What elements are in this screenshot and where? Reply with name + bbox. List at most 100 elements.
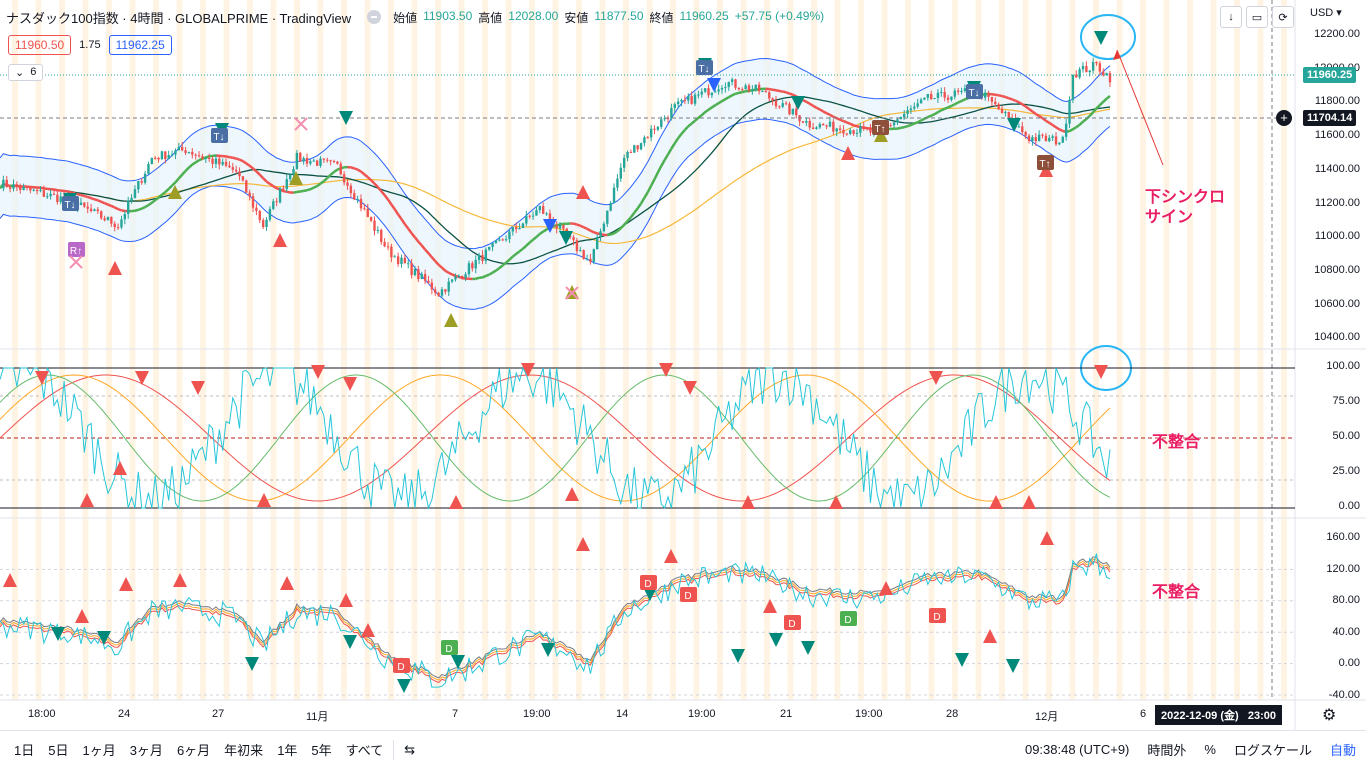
percent-toggle[interactable]: % (1204, 742, 1216, 757)
candle-body (343, 174, 345, 182)
osc2-tag-text: D (397, 662, 404, 673)
candle-body (120, 219, 122, 227)
candle-body (542, 206, 544, 214)
candle-body (613, 188, 615, 203)
trend-line-segment (206, 156, 209, 157)
trend-line-segment (580, 226, 583, 227)
trend-line-segment (594, 232, 597, 233)
candle-body (586, 259, 588, 260)
candle-body (923, 98, 925, 100)
candle-body (56, 195, 58, 202)
candle-body (164, 151, 166, 159)
trend-line-segment (283, 191, 286, 192)
candle-body (701, 92, 703, 95)
trend-line-segment (236, 159, 239, 160)
candle-body (167, 155, 169, 159)
session-label[interactable]: 時間外 (1147, 740, 1186, 759)
add-alert-icon[interactable]: + (1276, 110, 1292, 126)
osc2-trough-marker (397, 679, 411, 693)
candle-body (441, 289, 443, 295)
trend-line-segment (948, 106, 951, 107)
trend-line-segment (935, 112, 938, 114)
buy-button[interactable]: 11962.25 (109, 35, 172, 55)
candle-body (707, 88, 709, 95)
currency-selector[interactable]: USD ▾ (1310, 6, 1342, 19)
candle-body (306, 158, 308, 164)
candle-body (782, 103, 784, 107)
candle-body (997, 104, 999, 109)
trend-line-segment (226, 156, 229, 157)
range-button[interactable]: 5日 (48, 740, 68, 759)
trend-line-segment (294, 192, 297, 193)
candle-body (83, 203, 85, 207)
indicators-toggle[interactable]: ⌄6 (8, 64, 43, 81)
trend-line-segment (489, 273, 492, 275)
candle-body (2, 180, 4, 188)
session-stripe (1234, 0, 1240, 700)
auto-scale-toggle[interactable]: 自動 (1330, 740, 1356, 759)
session-stripe (247, 0, 253, 700)
trend-line-segment (135, 210, 138, 211)
candle-body (468, 263, 470, 274)
arrow-down-icon[interactable]: ↓ (1220, 6, 1242, 28)
candle-body (12, 184, 14, 188)
candle-body (596, 237, 598, 249)
sell-button[interactable]: 11960.50 (8, 35, 71, 55)
range-button[interactable]: 5年 (311, 740, 331, 759)
annotation-divergence-2: 不整合 (1152, 578, 1200, 602)
candle-body (822, 124, 824, 125)
log-scale-toggle[interactable]: ログスケール (1234, 740, 1312, 759)
compare-dates-icon[interactable]: ⇆ (404, 742, 415, 758)
candle-body (46, 196, 48, 197)
trend-line-segment (769, 89, 772, 90)
candle-body (765, 91, 767, 92)
session-stripe (1211, 0, 1217, 700)
range-button[interactable]: 年初来 (224, 740, 263, 759)
trend-line-segment (1036, 114, 1039, 116)
candle-body (785, 103, 787, 104)
candle-body (846, 133, 848, 134)
range-button[interactable]: すべて (346, 740, 384, 759)
session-stripe (1140, 0, 1146, 700)
osc1-sell-marker (135, 371, 149, 385)
annotation-sell-sync: 下シンクロ サイン (1145, 188, 1225, 228)
candle-body (1001, 109, 1003, 113)
symbol-title[interactable]: ナスダック100指数 · 4時間 · GLOBALPRIME · Trading… (6, 8, 351, 27)
trend-line-segment (827, 113, 830, 115)
tag-marker-text: T↓ (698, 64, 709, 75)
candle-body (205, 158, 207, 159)
candle-body (930, 94, 932, 99)
candle-body (370, 217, 372, 221)
maximize-icon[interactable]: ▭ (1246, 6, 1268, 28)
osc2-trough-marker (1006, 659, 1020, 673)
trend-line-segment (1012, 99, 1015, 100)
candle-body (80, 203, 82, 205)
candle-body (964, 88, 966, 91)
candle-body (400, 258, 402, 264)
candle-body (1038, 135, 1040, 141)
candle-body (316, 161, 318, 166)
osc1-buy-marker (829, 495, 843, 509)
trend-line-segment (607, 235, 610, 236)
clock[interactable]: 09:38:48 (UTC+9) (1025, 742, 1129, 757)
candle-body (451, 279, 453, 281)
candle-body (144, 174, 146, 183)
settings-icon[interactable]: ⟳ (1272, 6, 1294, 28)
range-button[interactable]: 6ヶ月 (177, 740, 210, 759)
candle-body (275, 201, 277, 202)
trend-line-segment (476, 278, 479, 279)
tag-marker-text: T↓ (968, 88, 979, 99)
gear-icon[interactable]: ⚙ (1322, 705, 1336, 725)
candle-body (795, 109, 797, 115)
candle-body (717, 89, 719, 91)
candle-body (599, 231, 601, 237)
time-tick-label: 21 (780, 708, 792, 720)
time-tick-label: 6 (1140, 708, 1146, 720)
range-button[interactable]: 1ヶ月 (82, 740, 115, 759)
range-button[interactable]: 1年 (277, 740, 297, 759)
candle-body (390, 247, 392, 258)
range-button[interactable]: 3ヶ月 (130, 740, 163, 759)
range-button[interactable]: 1日 (14, 740, 34, 759)
